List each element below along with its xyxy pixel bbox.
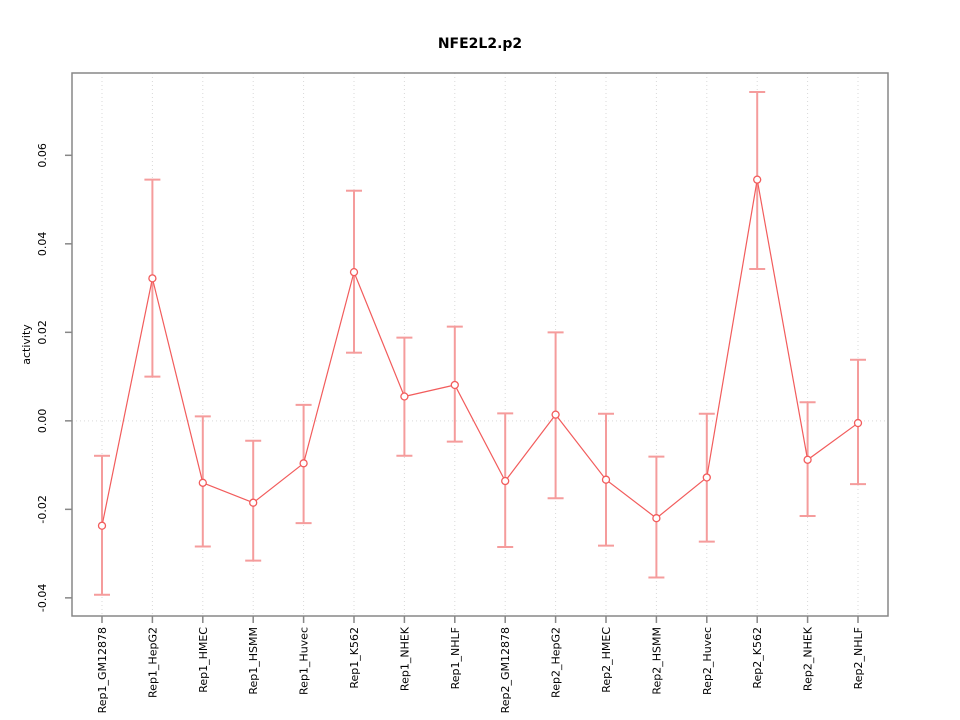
y-tick-label: -0.04	[36, 584, 49, 612]
data-point-marker	[349, 267, 359, 277]
x-tick-label: Rep2_HSMM	[650, 627, 663, 695]
y-tick-label: 0.04	[36, 232, 49, 257]
x-tick-label: Rep2_Huvec	[701, 627, 714, 695]
data-point-marker	[97, 521, 107, 530]
x-tick-label: Rep2_K562	[751, 627, 764, 689]
data-point-marker	[450, 380, 459, 390]
data-point-marker	[853, 418, 863, 428]
data-point-marker	[551, 410, 560, 419]
plot-frame	[71, 72, 889, 617]
x-tick-label: Rep1_HepG2	[146, 627, 159, 698]
y-tick-label: 0.00	[36, 409, 49, 434]
x-tick-label: Rep2_HMEC	[600, 627, 613, 693]
x-tick-label: Rep2_NHEK	[802, 626, 815, 691]
data-point-marker	[601, 475, 611, 484]
y-tick-label: -0.02	[36, 495, 49, 523]
x-tick-label: Rep1_HSMM	[247, 627, 260, 695]
y-tick-label: 0.06	[36, 143, 49, 168]
data-point-marker	[652, 514, 661, 523]
data-point-marker	[249, 498, 258, 507]
data-point-marker	[702, 473, 711, 482]
x-tick-label: Rep1_K562	[348, 627, 361, 689]
data-point-marker	[803, 455, 812, 464]
x-tick-label: Rep1_HMEC	[197, 627, 210, 693]
data-point-marker	[299, 459, 308, 468]
x-tick-label: Rep1_NHLF	[449, 627, 462, 689]
data-point-marker	[148, 274, 157, 283]
data-point-marker	[501, 476, 510, 486]
x-tick-label: Rep1_Huvec	[298, 627, 311, 695]
data-point-marker	[198, 478, 207, 487]
x-tick-label: Rep1_NHEK	[398, 626, 411, 691]
x-tick-label: Rep2_NHLF	[852, 627, 865, 689]
x-tick-label: Rep2_GM12878	[499, 627, 512, 713]
chart-title: NFE2L2.p2	[437, 36, 523, 52]
y-tick-label: 0.02	[36, 320, 49, 345]
series-line	[101, 179, 859, 526]
data-point-marker	[753, 175, 762, 184]
x-tick-label: Rep2_HepG2	[550, 627, 563, 698]
data-point-marker	[400, 392, 409, 401]
x-tick-label: Rep1_GM12878	[96, 627, 109, 713]
y-axis-label: activity	[20, 324, 33, 365]
